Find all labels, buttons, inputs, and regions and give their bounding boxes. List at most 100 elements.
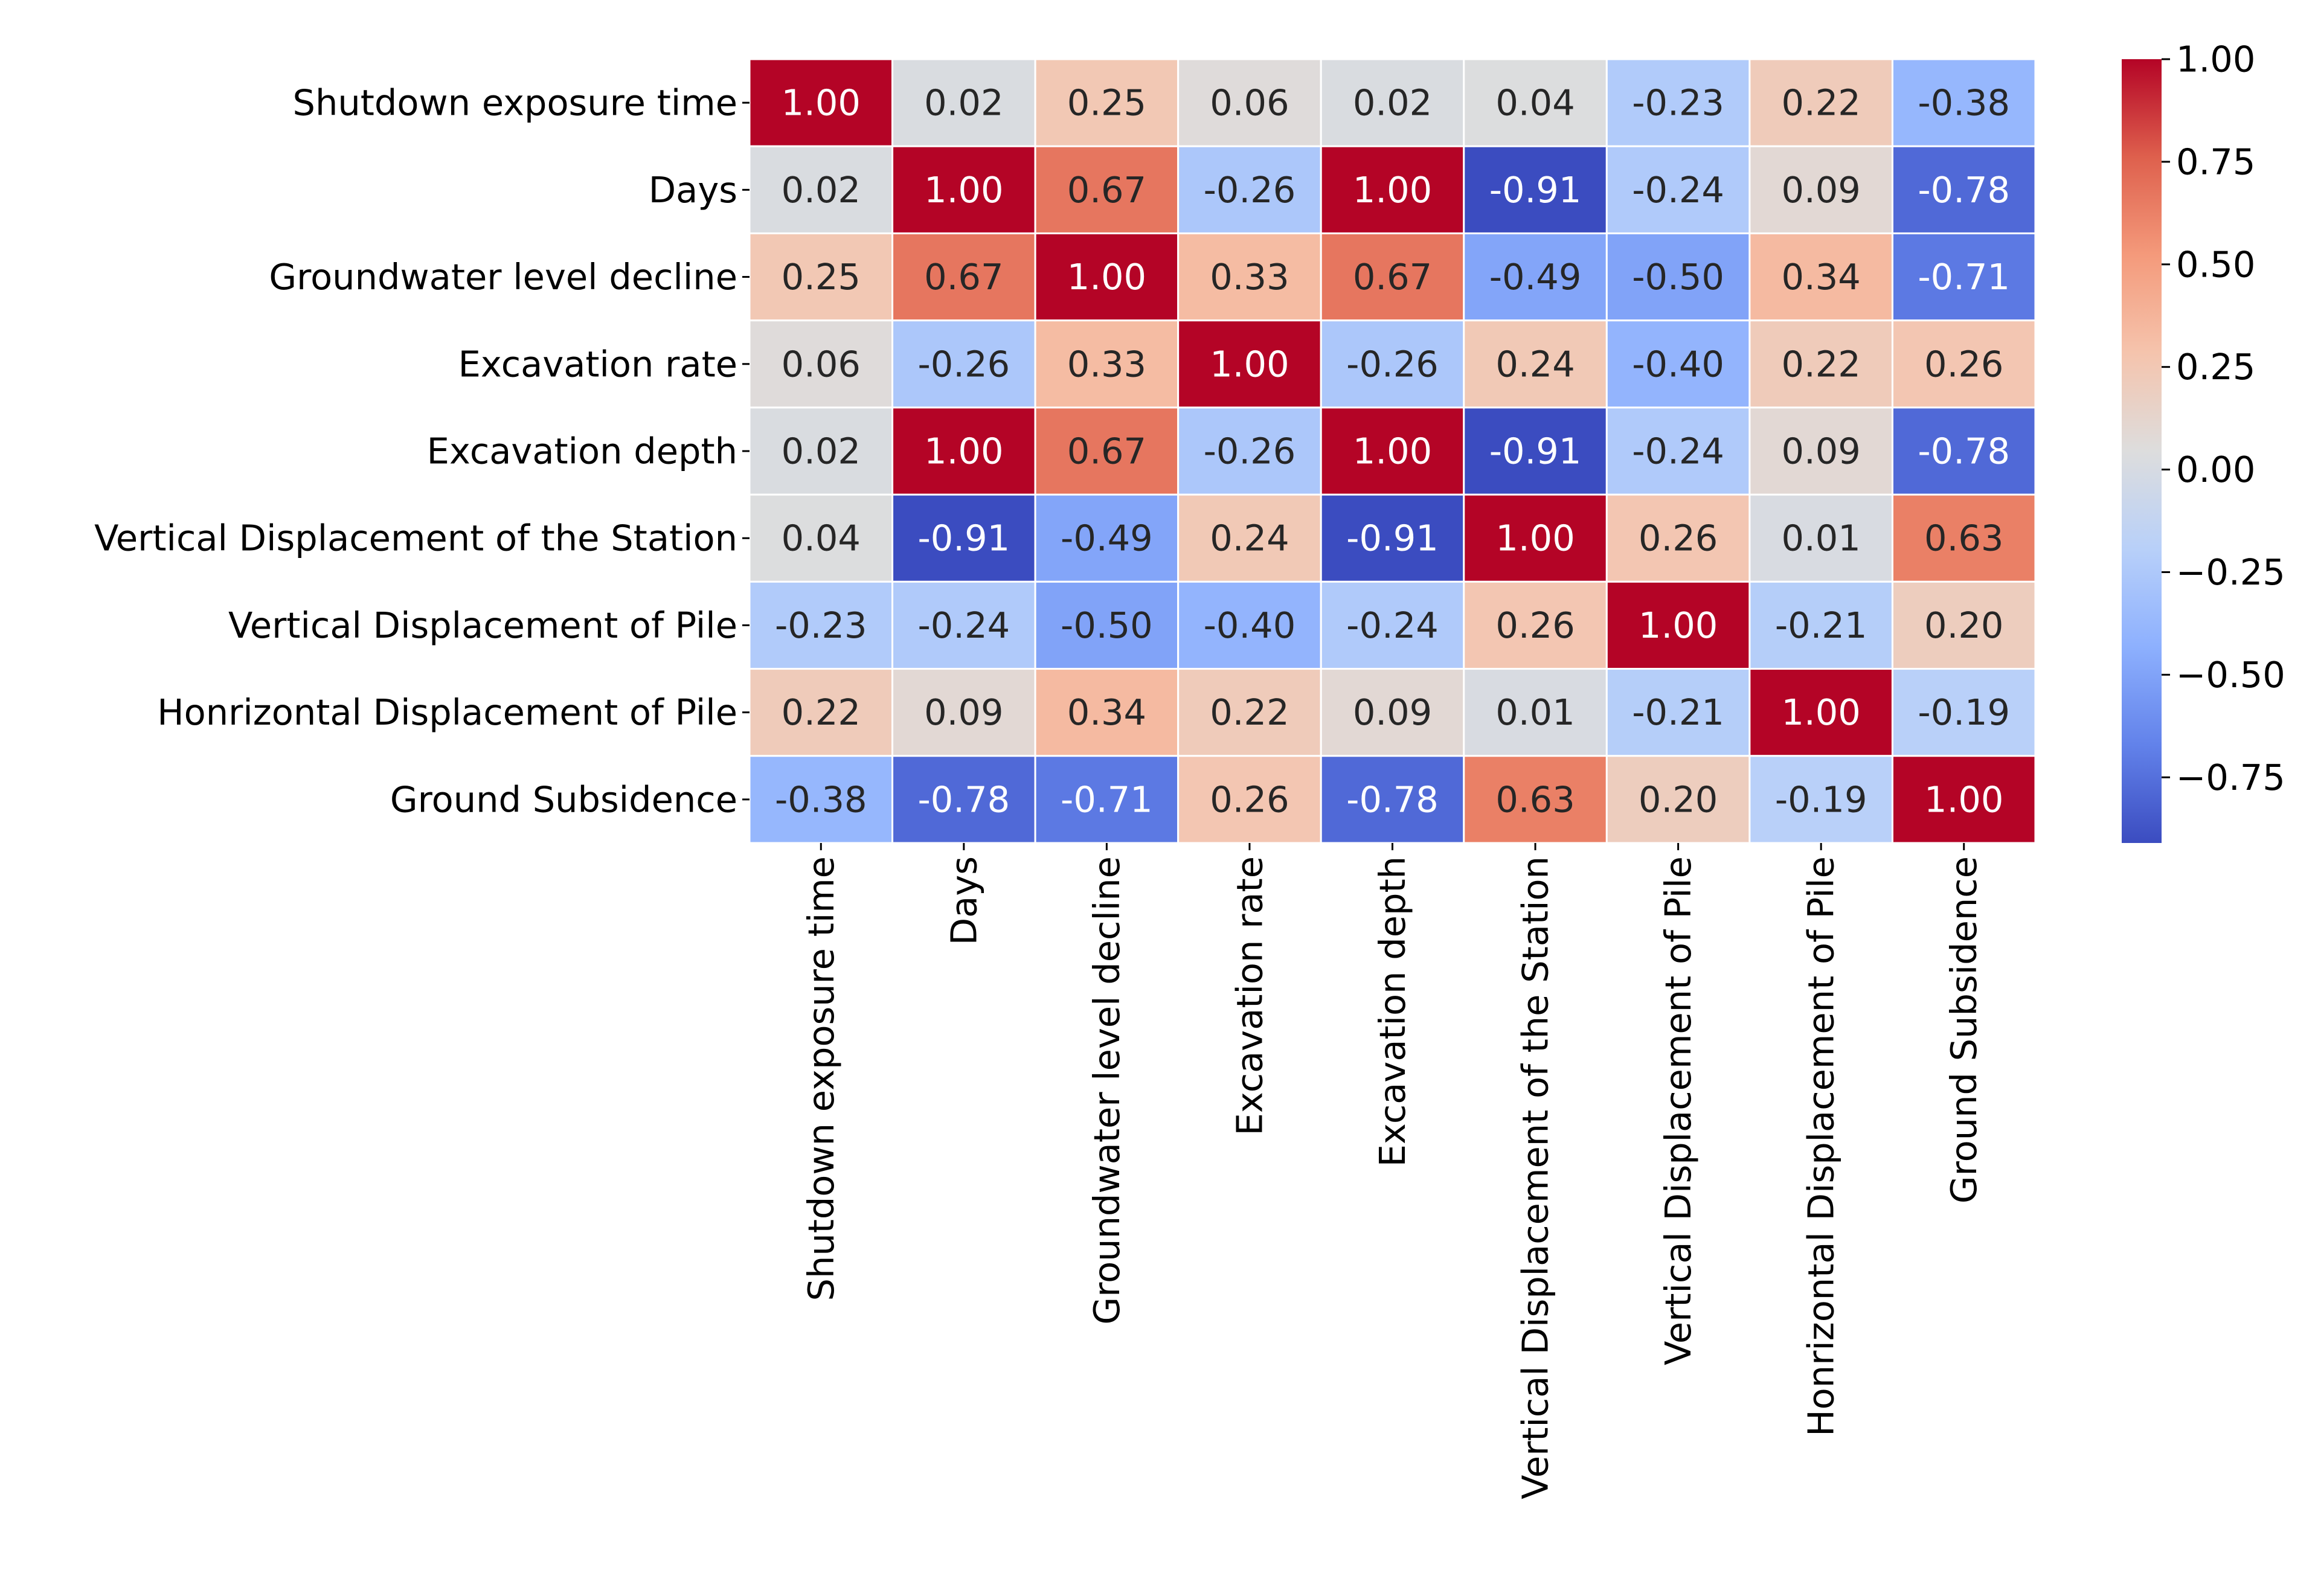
heatmap-cell [1891, 232, 2037, 322]
heatmap-cell [1891, 668, 2037, 757]
cell-value-label: 0.67 [1067, 431, 1146, 472]
cell-value-label: 1.00 [1495, 518, 1575, 559]
cell-value-label: 0.25 [782, 256, 861, 298]
heatmap-cell [1605, 145, 1751, 234]
heatmap-cell [1177, 493, 1322, 583]
heatmap-cell [748, 319, 894, 409]
cell-value-label: -0.50 [1061, 604, 1153, 646]
cell-value-label: 1.00 [782, 82, 861, 124]
y-tick-label-honrizontal-displacement-of-pile: Honrizontal Displacement of Pile [157, 691, 737, 733]
cell-value-label: 0.04 [1495, 82, 1575, 124]
heatmap-cell [1320, 493, 1465, 583]
y-tick-label-vertical-displacement-of-pile: Vertical Displacement of Pile [228, 604, 737, 646]
cell-value-label: -0.24 [917, 604, 1010, 646]
colorbar-tick-label: 0.75 [2176, 141, 2255, 182]
heatmap-cell [1891, 493, 2037, 583]
heatmap-cell [1605, 580, 1751, 670]
y-tick-label-excavation-rate: Excavation rate [458, 343, 737, 385]
heatmap-cell [1034, 58, 1180, 147]
heatmap-cell [748, 145, 894, 234]
colorbar-tick-label: 1.00 [2176, 39, 2255, 80]
colorbar-tick-label: −0.50 [2176, 654, 2285, 696]
heatmap-cell [1748, 58, 1893, 147]
x-tick-label-ground-subsidence: Ground Subsidence [1943, 856, 1985, 1203]
cell-value-label: 1.00 [1781, 691, 1860, 733]
colorbar-tick-label: 0.50 [2176, 243, 2255, 285]
heatmap-cell [1891, 406, 2037, 496]
heatmap-cell [1177, 319, 1322, 409]
y-axis: Shutdown exposure time Days Groundwater le… [94, 82, 750, 820]
cell-value-label: -0.26 [1346, 343, 1439, 385]
cell-value-label: -0.38 [1918, 82, 2010, 124]
cell-value-label: 0.09 [1353, 691, 1432, 733]
heatmap-cell [1748, 145, 1893, 234]
colorbar-tick-label: −0.25 [2176, 551, 2285, 593]
heatmap-cell [1320, 755, 1465, 844]
cell-value-label: -0.21 [1632, 691, 1724, 733]
y-tick-label-vertical-displacement-of-the-station: Vertical Displacement of the Station [94, 518, 737, 559]
cell-value-label: 1.00 [1353, 169, 1432, 211]
cell-value-label: 0.26 [1639, 518, 1718, 559]
cell-value-label: 0.09 [1781, 169, 1860, 211]
cell-value-label: 0.33 [1210, 256, 1289, 298]
x-tick-label-shutdown-exposure-time: Shutdown exposure time [800, 856, 842, 1301]
x-tick-label-excavation-rate: Excavation rate [1228, 856, 1270, 1135]
cell-value-label: -0.21 [1775, 604, 1867, 646]
cell-value-label: 0.04 [782, 518, 861, 559]
cell-value-label: -0.78 [917, 778, 1010, 820]
heatmap-cell [1891, 319, 2037, 409]
heatmap-cell [748, 668, 894, 757]
cell-value-label: 0.34 [1067, 691, 1146, 733]
heatmap-cell [1320, 668, 1465, 757]
cell-value-label: 0.09 [1781, 431, 1860, 472]
heatmap-cell [891, 232, 1036, 322]
cell-value-label: 0.06 [1210, 82, 1289, 124]
cell-value-label: -0.23 [1632, 82, 1724, 124]
heatmap-cell [748, 58, 894, 147]
x-tick-label-groundwater-level-decline: Groundwater level decline [1086, 856, 1128, 1325]
heatmap-cell [1320, 232, 1465, 322]
heatmap-cell [891, 319, 1036, 409]
heatmap-cell [1891, 755, 2037, 844]
cell-value-label: -0.91 [917, 518, 1010, 559]
cell-value-label: 0.02 [782, 431, 861, 472]
heatmap-cell [1034, 493, 1180, 583]
cell-value-label: 0.20 [1924, 604, 2003, 646]
cell-value-label: 0.22 [1781, 343, 1860, 385]
x-tick-label-days: Days [943, 856, 984, 945]
heatmap-cell [1463, 58, 1608, 147]
cell-value-label: 1.00 [1639, 604, 1718, 646]
cell-value-label: -0.24 [1632, 431, 1724, 472]
cell-value-label: 1.00 [924, 169, 1003, 211]
cell-value-label: 0.24 [1210, 518, 1289, 559]
heatmap-cell [1177, 755, 1322, 844]
heatmap-cell [1605, 232, 1751, 322]
colorbar-tick-label: −0.75 [2176, 757, 2285, 798]
cell-value-label: 0.22 [1210, 691, 1289, 733]
cell-value-label: 0.26 [1924, 343, 2003, 385]
heatmap-cell [1463, 668, 1608, 757]
cell-value-label: -0.24 [1632, 169, 1724, 211]
cell-value-label: 0.33 [1067, 343, 1146, 385]
heatmap-cell [1034, 668, 1180, 757]
heatmap-cell [748, 755, 894, 844]
cell-value-label: 0.25 [1067, 82, 1146, 124]
cell-value-label: 0.02 [924, 82, 1003, 124]
cell-value-label: 0.01 [1495, 691, 1575, 733]
cell-value-label: -0.78 [1918, 169, 2010, 211]
cell-value-label: 0.67 [1067, 169, 1146, 211]
x-tick-label-excavation-depth: Excavation depth [1372, 856, 1413, 1167]
colorbar-tick-label: 0.25 [2176, 346, 2255, 388]
cell-value-label: 0.26 [1495, 604, 1575, 646]
y-tick-label-ground-subsidence: Ground Subsidence [390, 778, 737, 820]
cell-value-label: -0.24 [1346, 604, 1439, 646]
cell-value-label: -0.78 [1918, 431, 2010, 472]
heatmap-cell [1034, 755, 1180, 844]
heatmap-cell [1463, 493, 1608, 583]
heatmap-cell [748, 232, 894, 322]
cell-value-label: -0.26 [1204, 431, 1296, 472]
y-tick-label-shutdown-exposure-time: Shutdown exposure time [293, 82, 738, 124]
cell-value-label: 0.20 [1639, 778, 1718, 820]
cell-value-label: -0.91 [1489, 169, 1582, 211]
